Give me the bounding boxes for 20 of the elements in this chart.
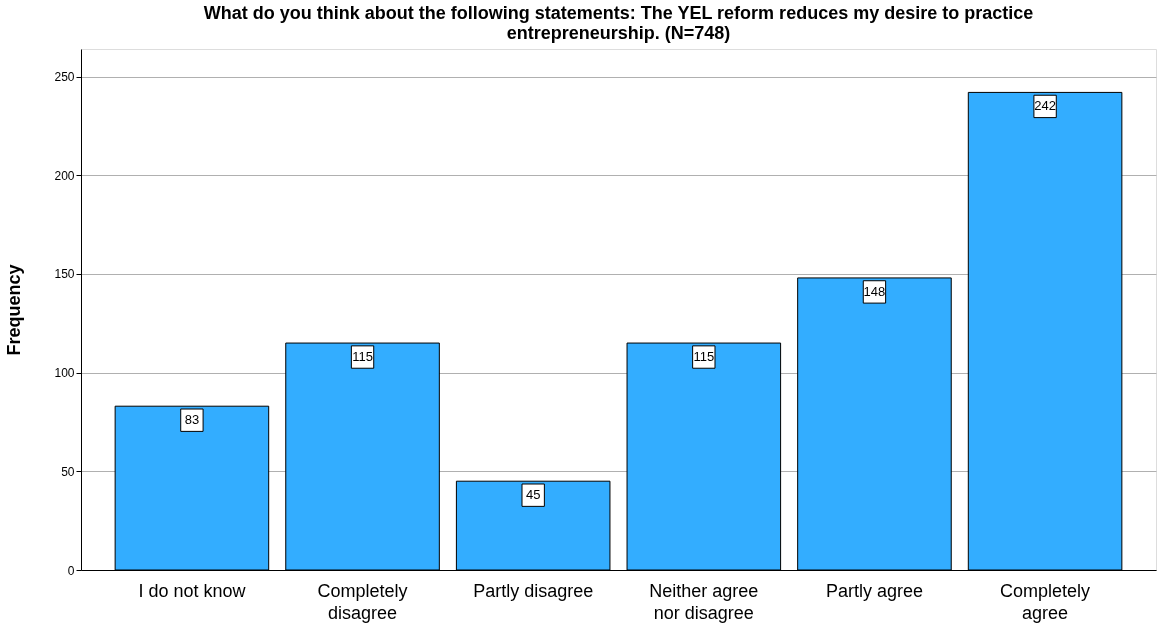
x-tick-label: I do not know	[138, 580, 247, 601]
y-tick-label: 50	[61, 464, 75, 479]
y-tick-label: 150	[54, 267, 75, 282]
data-label: 242	[1034, 98, 1056, 114]
data-label: 45	[525, 487, 541, 503]
y-tick-label: 0	[67, 563, 75, 578]
data-label: 115	[693, 349, 715, 365]
x-tick-label: Neither agree nor disagree	[649, 580, 759, 623]
y-tick-label: 250	[54, 70, 75, 85]
x-tick-label: Partly agree	[825, 580, 923, 601]
y-tick-label: 200	[54, 168, 75, 183]
y-axis-title: Frequency	[4, 264, 25, 356]
y-tick-label: 100	[54, 366, 75, 381]
data-label: 83	[184, 412, 200, 428]
data-label: 115	[352, 349, 373, 365]
x-tick-label: Completely agree	[1000, 580, 1091, 623]
data-label: 148	[863, 283, 886, 299]
x-tick-label: Partly disagree	[473, 580, 594, 601]
chart-title: What do you think about the following statements: The YEL reform reduces my desire to practice entrepreneurship. (N=748)	[203, 3, 1034, 43]
x-tick-label: Completely disagree	[317, 580, 408, 623]
